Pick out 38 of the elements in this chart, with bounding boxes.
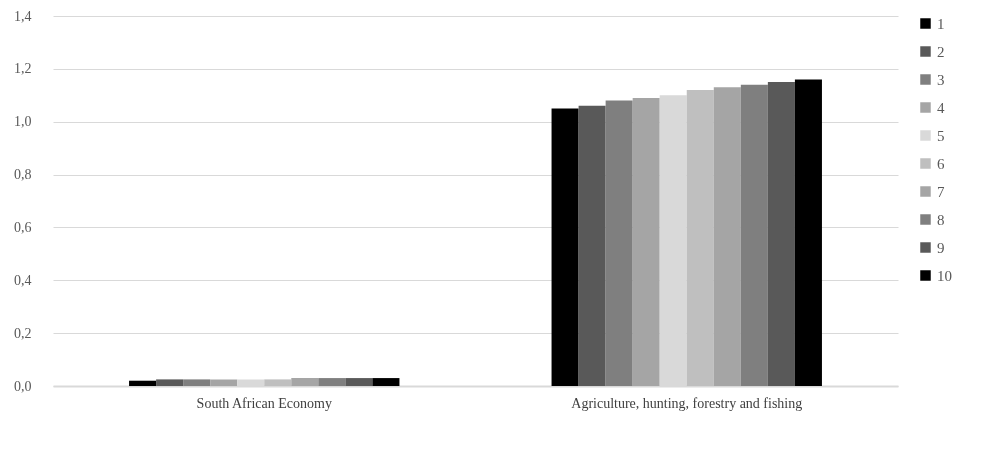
- bar: [210, 379, 238, 386]
- legend-label: 4: [937, 99, 945, 116]
- y-tick-label: 0,4: [14, 272, 32, 288]
- bar: [740, 84, 768, 386]
- bar: [551, 108, 579, 386]
- legend-label: 1: [937, 15, 945, 32]
- y-tick-label: 1,2: [14, 61, 32, 77]
- bar: [183, 379, 211, 386]
- bar: [767, 82, 795, 386]
- x-tick-label: South African Economy: [196, 395, 332, 411]
- legend-label: 6: [937, 155, 945, 172]
- bar: [318, 378, 346, 386]
- legend-label: 7: [937, 183, 945, 200]
- bar: [291, 378, 319, 386]
- bar: [345, 378, 373, 386]
- y-tick-label: 0,8: [14, 167, 32, 183]
- legend-label: 2: [937, 43, 945, 60]
- legend-label: 9: [937, 239, 945, 256]
- legend-label: 3: [937, 71, 945, 88]
- bar: [264, 379, 292, 386]
- bar: [156, 379, 184, 386]
- y-tick-label: 0,2: [14, 325, 32, 341]
- bar: [129, 380, 157, 386]
- bar: [686, 90, 714, 386]
- bar: [713, 87, 741, 386]
- x-tick-label: Agriculture, hunting, forestry and fishing: [571, 395, 803, 411]
- legend-label: 10: [937, 267, 952, 284]
- y-tick-label: 1,0: [14, 114, 32, 130]
- y-tick-label: 0,6: [14, 219, 32, 235]
- legend-label: 5: [937, 127, 945, 144]
- bar: [632, 97, 660, 386]
- y-tick-label: 0,0: [14, 378, 32, 394]
- bar: [578, 105, 606, 386]
- bar: [794, 79, 822, 386]
- bar: [605, 100, 633, 386]
- bar: [372, 378, 400, 386]
- legend-label: 8: [937, 211, 945, 228]
- y-tick-label: 1,4: [14, 8, 32, 24]
